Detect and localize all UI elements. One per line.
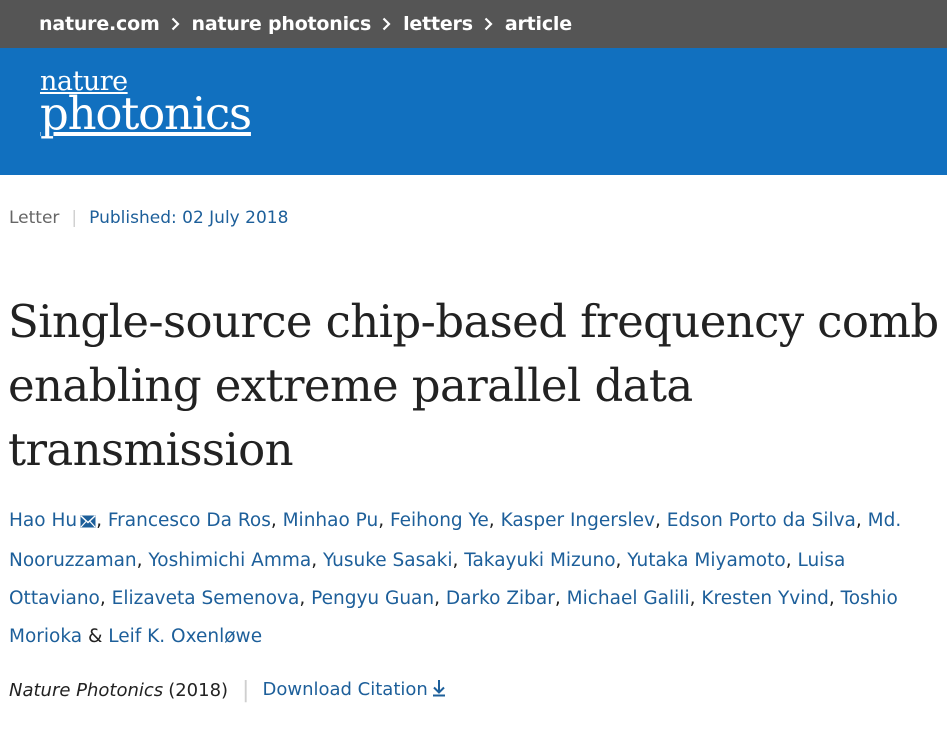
chevron-right-icon bbox=[382, 17, 391, 31]
author-separator: , bbox=[96, 510, 108, 531]
author-separator: , bbox=[311, 550, 323, 571]
author-link[interactable]: Kasper Ingerslev bbox=[500, 510, 655, 531]
author-separator: , bbox=[434, 588, 446, 609]
author-link[interactable]: Yusuke Sasaki bbox=[322, 550, 453, 571]
author-link[interactable]: Michael Galili bbox=[566, 588, 690, 609]
download-citation-label: Download Citation bbox=[262, 679, 428, 700]
author-link[interactable]: Pengyu Guan bbox=[311, 588, 435, 609]
chevron-right-icon bbox=[171, 17, 180, 31]
journal-name: Nature Photonics bbox=[9, 680, 164, 701]
citation-line: Nature Photonics (2018) | Download Citat… bbox=[9, 678, 446, 703]
publication-year: (2018) bbox=[168, 680, 229, 701]
download-arrow-icon bbox=[432, 679, 446, 702]
author-link[interactable]: Leif K. Oxenløwe bbox=[108, 626, 263, 647]
envelope-icon[interactable] bbox=[80, 504, 96, 542]
author-link[interactable]: Toshio Morioka bbox=[9, 588, 898, 647]
author-separator: , bbox=[99, 588, 112, 609]
author-link[interactable]: Luisa Ottaviano bbox=[9, 550, 846, 609]
author-separator: , bbox=[785, 550, 798, 571]
author-list: Hao Hu, Francesco Da Ros, Minhao Pu, Fei… bbox=[9, 502, 934, 656]
author-separator: , bbox=[452, 550, 465, 571]
article-title: Single-source chip-based frequency comb … bbox=[8, 295, 939, 476]
author-link[interactable]: Hao Hu bbox=[9, 510, 78, 531]
author-separator: & bbox=[82, 626, 109, 647]
author-separator: , bbox=[855, 510, 868, 531]
breadcrumb-nature-com[interactable]: nature.com bbox=[39, 13, 160, 35]
author-separator: , bbox=[689, 588, 702, 609]
author-link[interactable]: Edson Porto da Silva bbox=[666, 510, 856, 531]
author-separator: , bbox=[488, 510, 501, 531]
author-separator: , bbox=[270, 510, 283, 531]
author-link[interactable]: Francesco Da Ros bbox=[107, 510, 271, 531]
author-link[interactable]: Md. Nooruzzaman bbox=[9, 510, 902, 571]
author-separator: , bbox=[654, 510, 667, 531]
author-link[interactable]: Takayuki Mizuno bbox=[464, 550, 616, 571]
publication-date: Published: 02 July 2018 bbox=[89, 208, 289, 228]
logo-line-photonics: photonics bbox=[40, 87, 252, 140]
breadcrumb: nature.com nature photonics letters arti… bbox=[0, 0, 947, 48]
author-link[interactable]: Yoshimichi Amma bbox=[148, 550, 312, 571]
author-separator: , bbox=[378, 510, 391, 531]
logo-line-nature: nature bbox=[40, 66, 128, 97]
breadcrumb-letters[interactable]: letters bbox=[403, 13, 473, 35]
author-link[interactable]: Feihong Ye bbox=[390, 510, 489, 531]
article-meta: Letter | Published: 02 July 2018 bbox=[9, 208, 288, 228]
article-type: Letter bbox=[9, 208, 60, 228]
author-link[interactable]: Yutaka Miyamoto bbox=[627, 550, 786, 571]
author-link[interactable]: Kresten Yvind bbox=[701, 588, 829, 609]
journal-masthead: nature photonics bbox=[0, 48, 947, 175]
author-link[interactable]: Elizaveta Semenova bbox=[111, 588, 300, 609]
author-link[interactable]: Minhao Pu bbox=[282, 510, 379, 531]
breadcrumb-nature-photonics[interactable]: nature photonics bbox=[191, 13, 372, 35]
author-separator: , bbox=[299, 588, 312, 609]
journal-logo[interactable]: nature photonics bbox=[40, 66, 252, 140]
chevron-right-icon bbox=[484, 17, 493, 31]
meta-divider: | bbox=[71, 208, 78, 228]
author-separator: , bbox=[615, 550, 628, 571]
download-citation-link[interactable]: Download Citation bbox=[262, 679, 445, 702]
breadcrumb-article: article bbox=[504, 13, 572, 35]
author-separator: , bbox=[136, 550, 149, 571]
author-separator: , bbox=[828, 588, 841, 609]
author-link[interactable]: Darko Zibar bbox=[445, 588, 555, 609]
author-separator: , bbox=[554, 588, 567, 609]
citation-divider: | bbox=[242, 678, 250, 703]
